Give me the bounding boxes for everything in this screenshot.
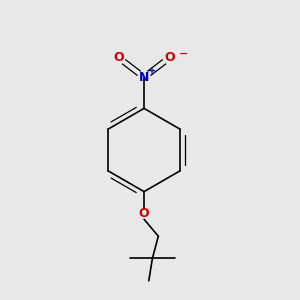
Text: N: N bbox=[139, 71, 149, 84]
Text: +: + bbox=[148, 66, 156, 76]
Text: O: O bbox=[164, 51, 175, 64]
Text: −: − bbox=[179, 49, 188, 59]
Text: O: O bbox=[113, 51, 124, 64]
Text: O: O bbox=[139, 207, 149, 220]
